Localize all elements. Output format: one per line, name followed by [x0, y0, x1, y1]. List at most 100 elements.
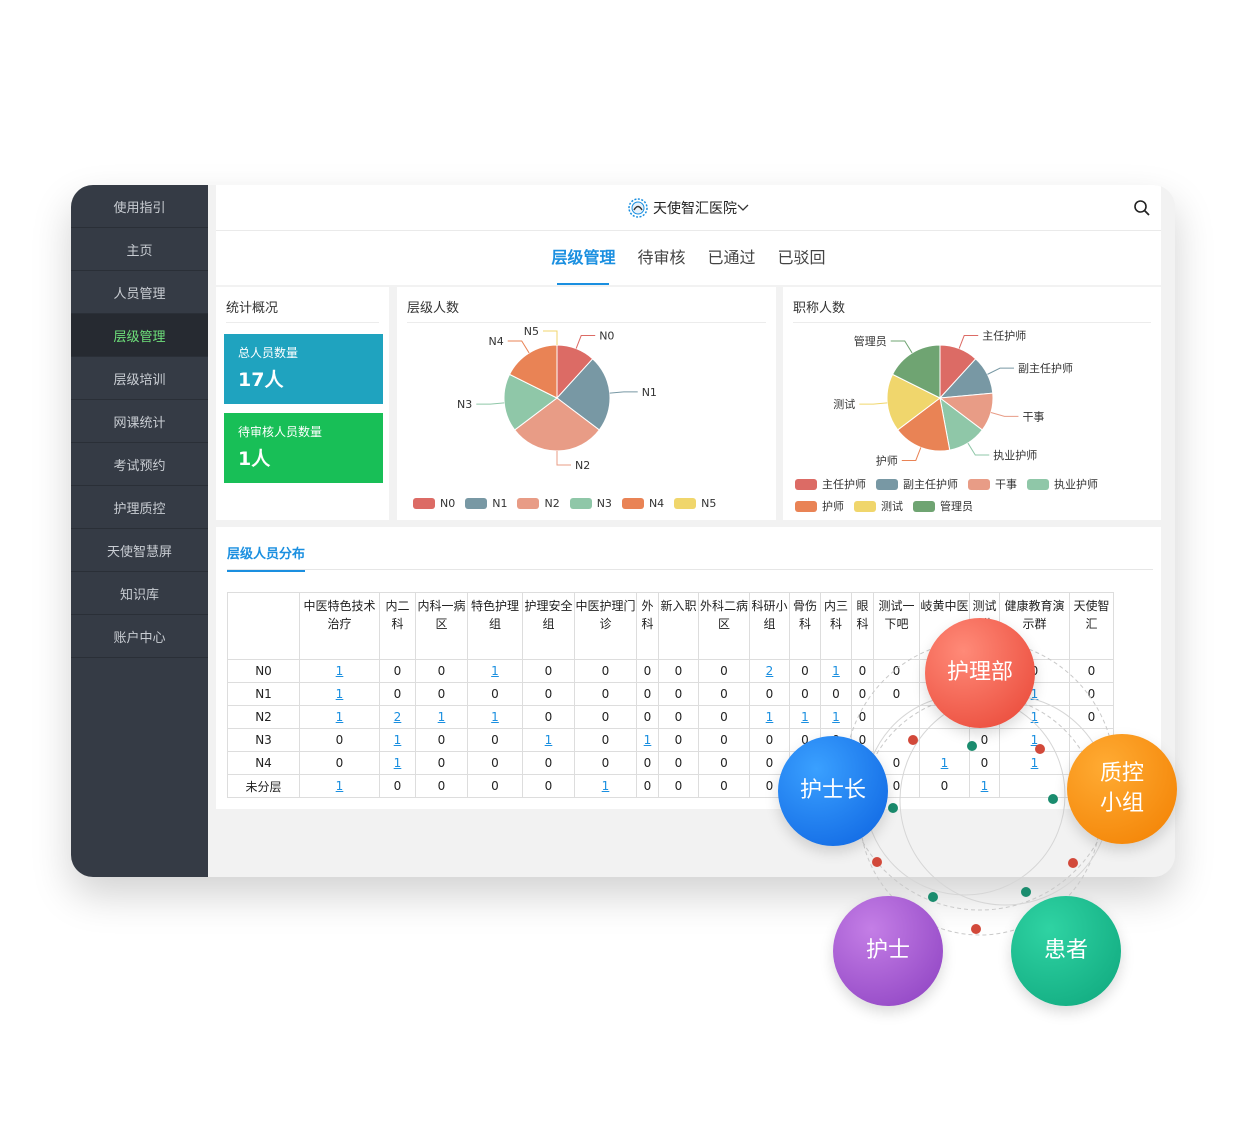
sidebar-item-10[interactable]: 账户中心 [71, 615, 208, 658]
legend-label: N0 [440, 497, 456, 510]
count-link[interactable]: 1 [999, 728, 1070, 752]
count-link[interactable]: 2 [749, 659, 790, 683]
slice-label: N5 [524, 325, 539, 338]
count-link[interactable]: 1 [522, 728, 575, 752]
column-header: 护理安全组 [522, 592, 575, 660]
count-link[interactable]: 1 [467, 659, 523, 683]
row-label: 未分层 [227, 774, 300, 798]
count-cell [999, 774, 1070, 798]
sidebar-item-5[interactable]: 网课统计 [71, 400, 208, 443]
count-cell [919, 728, 970, 752]
sidebar: 使用指引 主页 人员管理 层级管理 层级培训 网课统计 考试预约 护理质控 天使智慧屏 知识库 账户… [71, 185, 208, 877]
count-cell: 0 [789, 682, 821, 706]
count-link[interactable]: 1 [299, 705, 380, 729]
sidebar-item-7[interactable]: 护理质控 [71, 486, 208, 529]
count-link[interactable]: 1 [379, 751, 416, 775]
column-header: 特色护理组 [467, 592, 523, 660]
count-link[interactable]: 1 [299, 682, 380, 706]
legend-item[interactable]: 管理员 [913, 498, 973, 514]
pie-slice[interactable] [556, 358, 611, 431]
legend-item[interactable]: N5 [674, 497, 716, 510]
count-link[interactable]: 1 [789, 705, 821, 729]
legend-item[interactable]: 护师 [795, 498, 844, 514]
count-cell: 0 [522, 751, 575, 775]
legend-label: N1 [492, 497, 508, 510]
nurse-bubble: 护士 [833, 896, 943, 1006]
count-cell: 0 [379, 774, 416, 798]
count-cell: 0 [574, 751, 637, 775]
legend-label: N4 [648, 497, 665, 510]
legend-item[interactable]: 副主任护师 [876, 476, 958, 492]
legend-swatch [913, 500, 935, 512]
label-leader-line [901, 447, 922, 461]
sidebar-item-3[interactable]: 层级管理 [71, 314, 208, 357]
count-link[interactable]: 1 [467, 705, 523, 729]
slice-label: N0 [599, 330, 614, 343]
count-link[interactable]: 1 [415, 705, 468, 729]
count-cell: 0 [522, 659, 575, 683]
count-link[interactable]: 2 [379, 705, 416, 729]
label-leader-line [543, 330, 558, 345]
sidebar-item-9[interactable]: 知识库 [71, 572, 208, 615]
count-link[interactable]: 1 [379, 728, 416, 752]
hospital-logo-icon [628, 197, 648, 218]
count-cell: 0 [658, 774, 699, 798]
legend-item[interactable]: 执业护师 [1027, 476, 1098, 492]
legend-item[interactable]: N4 [621, 497, 665, 510]
hospital-selector[interactable]: 天使智汇医院 [628, 197, 749, 218]
count-link[interactable]: 1 [636, 728, 659, 752]
tab-1[interactable]: 待审核 [637, 248, 686, 267]
row-label: N1 [227, 682, 300, 706]
count-link[interactable]: 1 [299, 774, 380, 798]
count-link[interactable]: 1 [299, 659, 380, 683]
legend-item[interactable]: 主任护师 [795, 476, 866, 492]
count-link[interactable]: 1 [749, 705, 790, 729]
count-cell: 0 [820, 682, 852, 706]
legend-label: 主任护师 [822, 478, 866, 491]
tab-0[interactable]: 层级管理 [551, 231, 615, 285]
count-link[interactable]: 1 [820, 705, 852, 729]
sidebar-item-1[interactable]: 主页 [71, 228, 208, 271]
main-area: 天使智汇医院 层级管理 待审核 已通过 已驳回 统计概况 总人员数量 17人 待审核人… [208, 185, 1175, 877]
count-link[interactable]: 1 [969, 774, 1000, 798]
slice-label: N1 [642, 386, 657, 399]
distribution-title[interactable]: 层级人员分布 [227, 543, 306, 572]
count-link[interactable]: 1 [820, 659, 852, 683]
legend-item[interactable]: N1 [465, 497, 507, 510]
count-cell: 0 [658, 659, 699, 683]
role-network-graphic: 护理部 护士长 质控小组 护士 患者 [770, 600, 1190, 1020]
pending-staff-value: 1人 [238, 448, 271, 470]
legend-item[interactable]: N3 [569, 497, 612, 510]
column-header: 外科二病区 [698, 592, 750, 660]
count-cell: 0 [873, 682, 920, 706]
legend-swatch [795, 500, 817, 512]
legend-item[interactable]: 测试 [854, 498, 903, 514]
sidebar-item-0[interactable]: 使用指引 [71, 185, 208, 228]
legend-swatch [968, 478, 990, 490]
column-header: 科研小组 [749, 592, 790, 660]
legend-item[interactable]: N0 [413, 497, 455, 510]
count-link[interactable]: 1 [999, 751, 1070, 775]
app-window: 使用指引 主页 人员管理 层级管理 层级培训 网课统计 考试预约 护理质控 天使智慧屏 知识库 账户… [71, 185, 1175, 877]
count-link[interactable]: 1 [919, 751, 970, 775]
sidebar-item-2[interactable]: 人员管理 [71, 271, 208, 314]
total-staff-label: 总人员数量 [238, 346, 299, 360]
count-link[interactable]: 1 [574, 774, 637, 798]
sidebar-item-6[interactable]: 考试预约 [71, 443, 208, 486]
legend-swatch [465, 498, 488, 509]
sidebar-item-8[interactable]: 天使智慧屏 [71, 529, 208, 572]
legend-swatch [674, 498, 697, 509]
pie-slice[interactable] [514, 397, 600, 452]
column-header: 中医特色技术治疗 [299, 592, 380, 660]
tab-bar: 层级管理 待审核 已通过 已驳回 [216, 231, 1161, 285]
sidebar-item-4[interactable]: 层级培训 [71, 357, 208, 400]
table-row: N4 0 1 0 0 0 0 0 0 0 0 0 1 0 1 [227, 751, 1114, 775]
legend-item[interactable]: N2 [517, 497, 560, 510]
tab-3[interactable]: 已驳回 [777, 248, 826, 267]
legend-item[interactable]: 干事 [968, 476, 1017, 492]
total-staff-card: 总人员数量 17人 [224, 334, 383, 404]
tab-2[interactable]: 已通过 [707, 248, 756, 267]
column-header: 内科一病区 [415, 592, 468, 660]
search-icon[interactable] [1133, 199, 1151, 217]
slice-label: 副主任护师 [1018, 361, 1073, 375]
